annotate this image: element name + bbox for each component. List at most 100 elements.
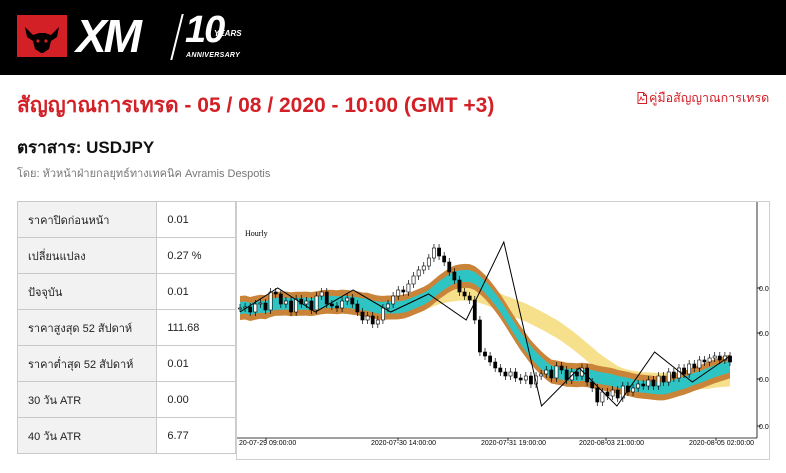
stat-label-52w-low: ราคาต่ำสุด 52 สัปดาห์ [16, 345, 158, 382]
candle-body [253, 303, 258, 313]
candle-body [477, 319, 482, 353]
candle-body [549, 369, 554, 379]
candle-body [656, 375, 661, 387]
stats-row: ปัจจุบัน 0.01 [16, 273, 236, 310]
candle-body [626, 385, 630, 393]
x-tick-label: 2020-08-03 21:00:00 [579, 440, 644, 447]
stats-row: ราคาสูงสุด 52 สัปดาห์ 111.68 [16, 309, 236, 346]
candle-body [314, 295, 319, 311]
candle-body [263, 302, 268, 311]
candle-body [238, 307, 242, 310]
candle-body [350, 297, 355, 305]
chart-canvas: 0.01 0.01 0.01 0.01 20-07-29 09:00:00 2020-07… [237, 202, 770, 447]
candle-body [365, 315, 370, 321]
stats-row: ราคาปิดก่อนหน้า 0.01 [16, 201, 236, 238]
stats-row: ราคาต่ำสุด 52 สัปดาห์ 0.01 [16, 345, 236, 382]
candle-body [600, 391, 605, 403]
candle-body [697, 359, 702, 369]
candle-body [284, 300, 288, 305]
candle-body [717, 355, 722, 361]
candle-body [462, 291, 467, 297]
anniversary-years: YEARS [214, 29, 242, 38]
candle-body [457, 279, 462, 293]
candle-body [406, 283, 411, 293]
candle-body [595, 387, 600, 403]
stat-value-change: 0.27 % [156, 237, 236, 274]
candle-body [483, 351, 487, 357]
candle-body [641, 383, 646, 387]
candle-body [707, 357, 712, 363]
band-cyan [240, 269, 730, 395]
candle-body [554, 365, 559, 379]
candle-body [529, 375, 533, 385]
candle-body [355, 303, 360, 313]
candle-body [472, 299, 477, 321]
x-tick-label: 2020-08-05 02:00:00 [689, 440, 754, 447]
stat-label-atr-40: 40 วัน ATR [16, 417, 158, 454]
y-tick-label: 0.01 [759, 331, 770, 338]
candle-body [687, 363, 692, 375]
candle-body [360, 311, 365, 321]
candle-body [692, 363, 697, 369]
anniversary-label: ANNIVERSARY [186, 52, 241, 59]
candle-body [304, 300, 309, 305]
stat-label-atr-30: 30 วัน ATR [16, 381, 158, 418]
x-tick-label: 2020-07-30 14:00:00 [371, 440, 436, 447]
candle-body [467, 295, 472, 301]
candle-body [273, 291, 278, 295]
stat-value-current: 0.01 [156, 273, 236, 310]
signals-guide-link[interactable]: คู่มือสัญญาณการเทรด [637, 90, 769, 106]
zigzag-line [239, 240, 731, 407]
candle-body [437, 247, 441, 257]
logo-divider [170, 14, 184, 60]
bull-icon[interactable] [17, 15, 67, 57]
candle-body [712, 355, 717, 359]
candle-body [319, 291, 324, 297]
candle-body [452, 271, 457, 281]
candle-body [661, 375, 666, 383]
candle-body [268, 291, 273, 311]
stats-row: เปลี่ยนแปลง 0.27 % [16, 237, 236, 274]
candle-body [498, 367, 503, 373]
candle-body [426, 257, 431, 267]
candle-body [518, 377, 523, 381]
band-brown [240, 263, 730, 401]
stat-value-52w-high: 111.68 [156, 309, 236, 346]
candle-body [610, 389, 615, 397]
candle-body [345, 297, 350, 302]
candle-body [539, 373, 544, 377]
y-tick-label: 0.01 [759, 377, 770, 384]
candle-body [523, 375, 528, 381]
candle-body [386, 303, 390, 309]
logo-text[interactable]: XM [76, 10, 142, 62]
stats-row: 30 วัน ATR 0.00 [16, 381, 236, 418]
stat-label-prev-close: ราคาปิดก่อนหน้า [16, 201, 158, 238]
candle-body [396, 289, 401, 297]
candle-body [544, 369, 549, 375]
anniversary-number: 10 [185, 9, 225, 51]
candle-body [375, 319, 380, 325]
candle-body [646, 379, 651, 387]
candle-body [335, 305, 339, 309]
candle-body [329, 303, 334, 307]
candle-body [442, 255, 447, 263]
instrument-heading: ตราสาร: USDJPY [17, 138, 155, 157]
stat-label-change: เปลี่ยนแปลง [16, 237, 158, 274]
x-tick-label: 20-07-29 09:00:00 [239, 440, 296, 447]
candle-body [324, 291, 329, 305]
stat-value-atr-40: 6.77 [156, 417, 236, 454]
candle-body [615, 389, 620, 399]
signals-guide-label: คู่มือสัญญาณการเทรด [649, 91, 770, 105]
chart-period-label: Hourly [245, 229, 268, 238]
candle-body [258, 302, 263, 305]
candle-body [666, 371, 671, 383]
candle-body [702, 359, 707, 363]
candle-body [513, 371, 518, 379]
pdf-icon [637, 92, 647, 104]
candle-body [559, 365, 564, 371]
candle-body [294, 298, 299, 313]
candle-body [651, 379, 656, 387]
candle-body [508, 371, 513, 377]
candle-body [677, 367, 681, 379]
candle-body [421, 265, 426, 271]
